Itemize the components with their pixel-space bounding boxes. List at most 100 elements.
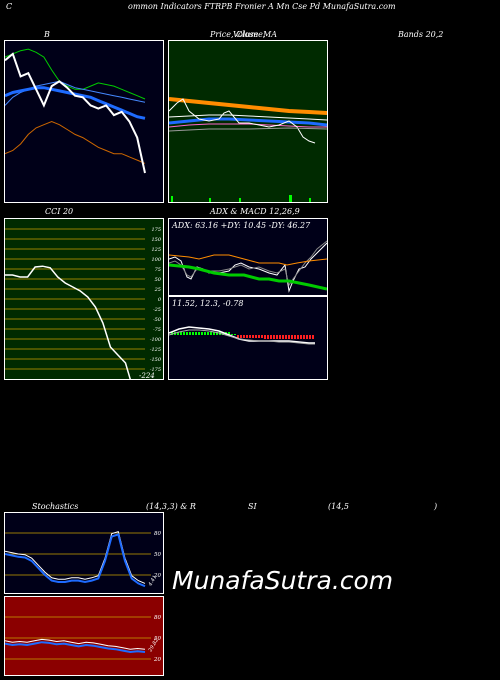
macd-histogram-bar <box>297 335 299 339</box>
adx-values: ADX: 63.16 +DY: 10.45 -DY: 46.27 <box>172 221 311 230</box>
stoch-params: (14,3,3) & R <box>146 502 196 511</box>
cci-tick-label: -25 <box>153 307 161 313</box>
osc-last-label: 4.41 <box>147 575 158 589</box>
adx-orange-line <box>169 254 327 266</box>
middle-band-line <box>5 86 146 120</box>
osc-tick-label: 50 <box>154 552 161 558</box>
rsi-title: SI <box>248 502 257 511</box>
cci-tick-label: 175 <box>151 227 161 233</box>
macd-svg <box>169 326 315 345</box>
lower-band-line <box>5 120 146 164</box>
volume-bar <box>239 198 241 202</box>
cci-tick-label: 75 <box>155 267 161 273</box>
osc-tick-label: 80 <box>154 615 161 621</box>
cci-last-label: -224 <box>139 372 155 379</box>
bollinger-title: B <box>44 30 50 39</box>
macd-histogram-bar <box>207 332 209 335</box>
cci-tick-label: -75 <box>153 327 161 333</box>
ma-grey-line <box>169 127 327 132</box>
price-title-a: Price, <box>210 30 234 39</box>
macd-histogram-bar <box>240 335 242 338</box>
cci-panel: 175 150 125 100 75 50 25 0 -25 -50 -75 -100 -125 -150… <box>4 218 164 380</box>
macd-histogram-bar <box>171 332 173 335</box>
macd-histogram-bar <box>195 332 197 335</box>
macd-histogram-bar <box>183 332 185 335</box>
macd-histogram-bar <box>264 335 266 339</box>
macd-histogram-bar <box>201 332 203 335</box>
bands-title: Bands 20,2 <box>398 30 444 39</box>
macd-histogram-bar <box>189 332 191 335</box>
macd-histogram-bar <box>258 335 260 338</box>
cci-tick-label: 0 <box>158 297 162 303</box>
header-c: C <box>6 2 13 11</box>
price-panel <box>168 40 328 203</box>
cci-tick-label: 25 <box>154 287 161 293</box>
volume-bar <box>289 195 292 202</box>
rsi-svg: 80 50 20 29.82 <box>5 615 161 663</box>
ma-orange-line <box>169 97 327 115</box>
osc-main-line <box>5 533 146 588</box>
macd-histogram-bar <box>231 334 233 335</box>
cci-title: CCI 20 <box>45 207 74 216</box>
cci-tick-label: 100 <box>151 257 161 263</box>
cci-line <box>5 265 131 379</box>
osc-tick-label: 20 <box>153 657 161 663</box>
macd-histogram-bar <box>306 335 308 339</box>
osc-signal-line <box>5 638 146 650</box>
cci-tick-label: 50 <box>155 277 162 283</box>
macd-histogram-bar <box>237 335 239 338</box>
osc-main-line <box>5 641 146 654</box>
macd-grey-line <box>169 329 315 345</box>
macd-histogram-bar <box>246 335 248 338</box>
ma-blue-line <box>169 117 327 127</box>
cci-tick-label: -50 <box>153 317 162 323</box>
macd-histogram-bar <box>177 332 179 335</box>
price-title-ma: MA <box>263 30 277 39</box>
macd-histogram-bar <box>249 335 251 338</box>
macd-histogram-bar <box>222 332 224 335</box>
rsi-params: (14,5 <box>328 502 349 511</box>
rsi-close-paren: ) <box>434 502 438 511</box>
cci-tick-label: -175 <box>150 367 161 373</box>
stoch-svg: 80 50 204.41 <box>5 530 161 589</box>
macd-histogram-bar <box>267 335 269 339</box>
macd-histogram-bar <box>228 332 230 335</box>
cci-svg: 175 150 125 100 75 50 25 0 -25 -50 -75 -100 -125 -150… <box>5 227 162 379</box>
macd-histogram-bar <box>285 335 287 339</box>
cci-tick-label: -150 <box>150 357 162 363</box>
macd-histogram-bar <box>213 332 215 335</box>
macd-panel <box>168 296 328 380</box>
osc-tick-label: 80 <box>154 531 161 537</box>
adx-macd-title: ADX & MACD 12,26,9 <box>210 207 300 216</box>
price-line <box>5 52 146 174</box>
osc-last-label: 29.82 <box>147 638 160 654</box>
macd-histogram-bar <box>216 332 218 335</box>
macd-values: 11.52, 12.3, -0.78 <box>172 299 244 308</box>
macd-histogram-bar <box>198 332 200 335</box>
macd-histogram-bar <box>300 335 302 339</box>
macd-histogram-bar <box>255 335 257 338</box>
macd-histogram-bar <box>294 335 296 339</box>
volume-bar <box>309 198 311 202</box>
watermark: MunafaSutra.com <box>172 566 394 595</box>
price-title-c: Close <box>236 30 259 39</box>
macd-histogram-bar <box>234 334 236 335</box>
cci-tick-label: 125 <box>151 247 161 253</box>
volume-bar <box>171 196 173 202</box>
ma-pink-line <box>169 123 327 128</box>
bollinger-panel <box>4 40 164 203</box>
macd-histogram-bar <box>252 335 254 338</box>
macd-histogram-bar <box>312 335 314 339</box>
macd-histogram-bar <box>288 335 290 339</box>
rsi-panel: 80 50 20 29.82 <box>4 596 164 676</box>
macd-histogram-bar <box>180 332 182 335</box>
price-close-line <box>169 98 316 144</box>
macd-histogram-bar <box>273 335 275 339</box>
cci-tick-label: -125 <box>150 347 161 353</box>
stoch-title: Stochastics <box>32 502 79 511</box>
macd-histogram-bar <box>279 335 281 339</box>
adx-white-line <box>169 242 327 293</box>
header-title: ommon Indicators FTRPB Fronier A Mn Cse … <box>128 2 396 11</box>
macd-histogram-bar <box>282 335 284 339</box>
macd-histogram-bar <box>192 332 194 335</box>
